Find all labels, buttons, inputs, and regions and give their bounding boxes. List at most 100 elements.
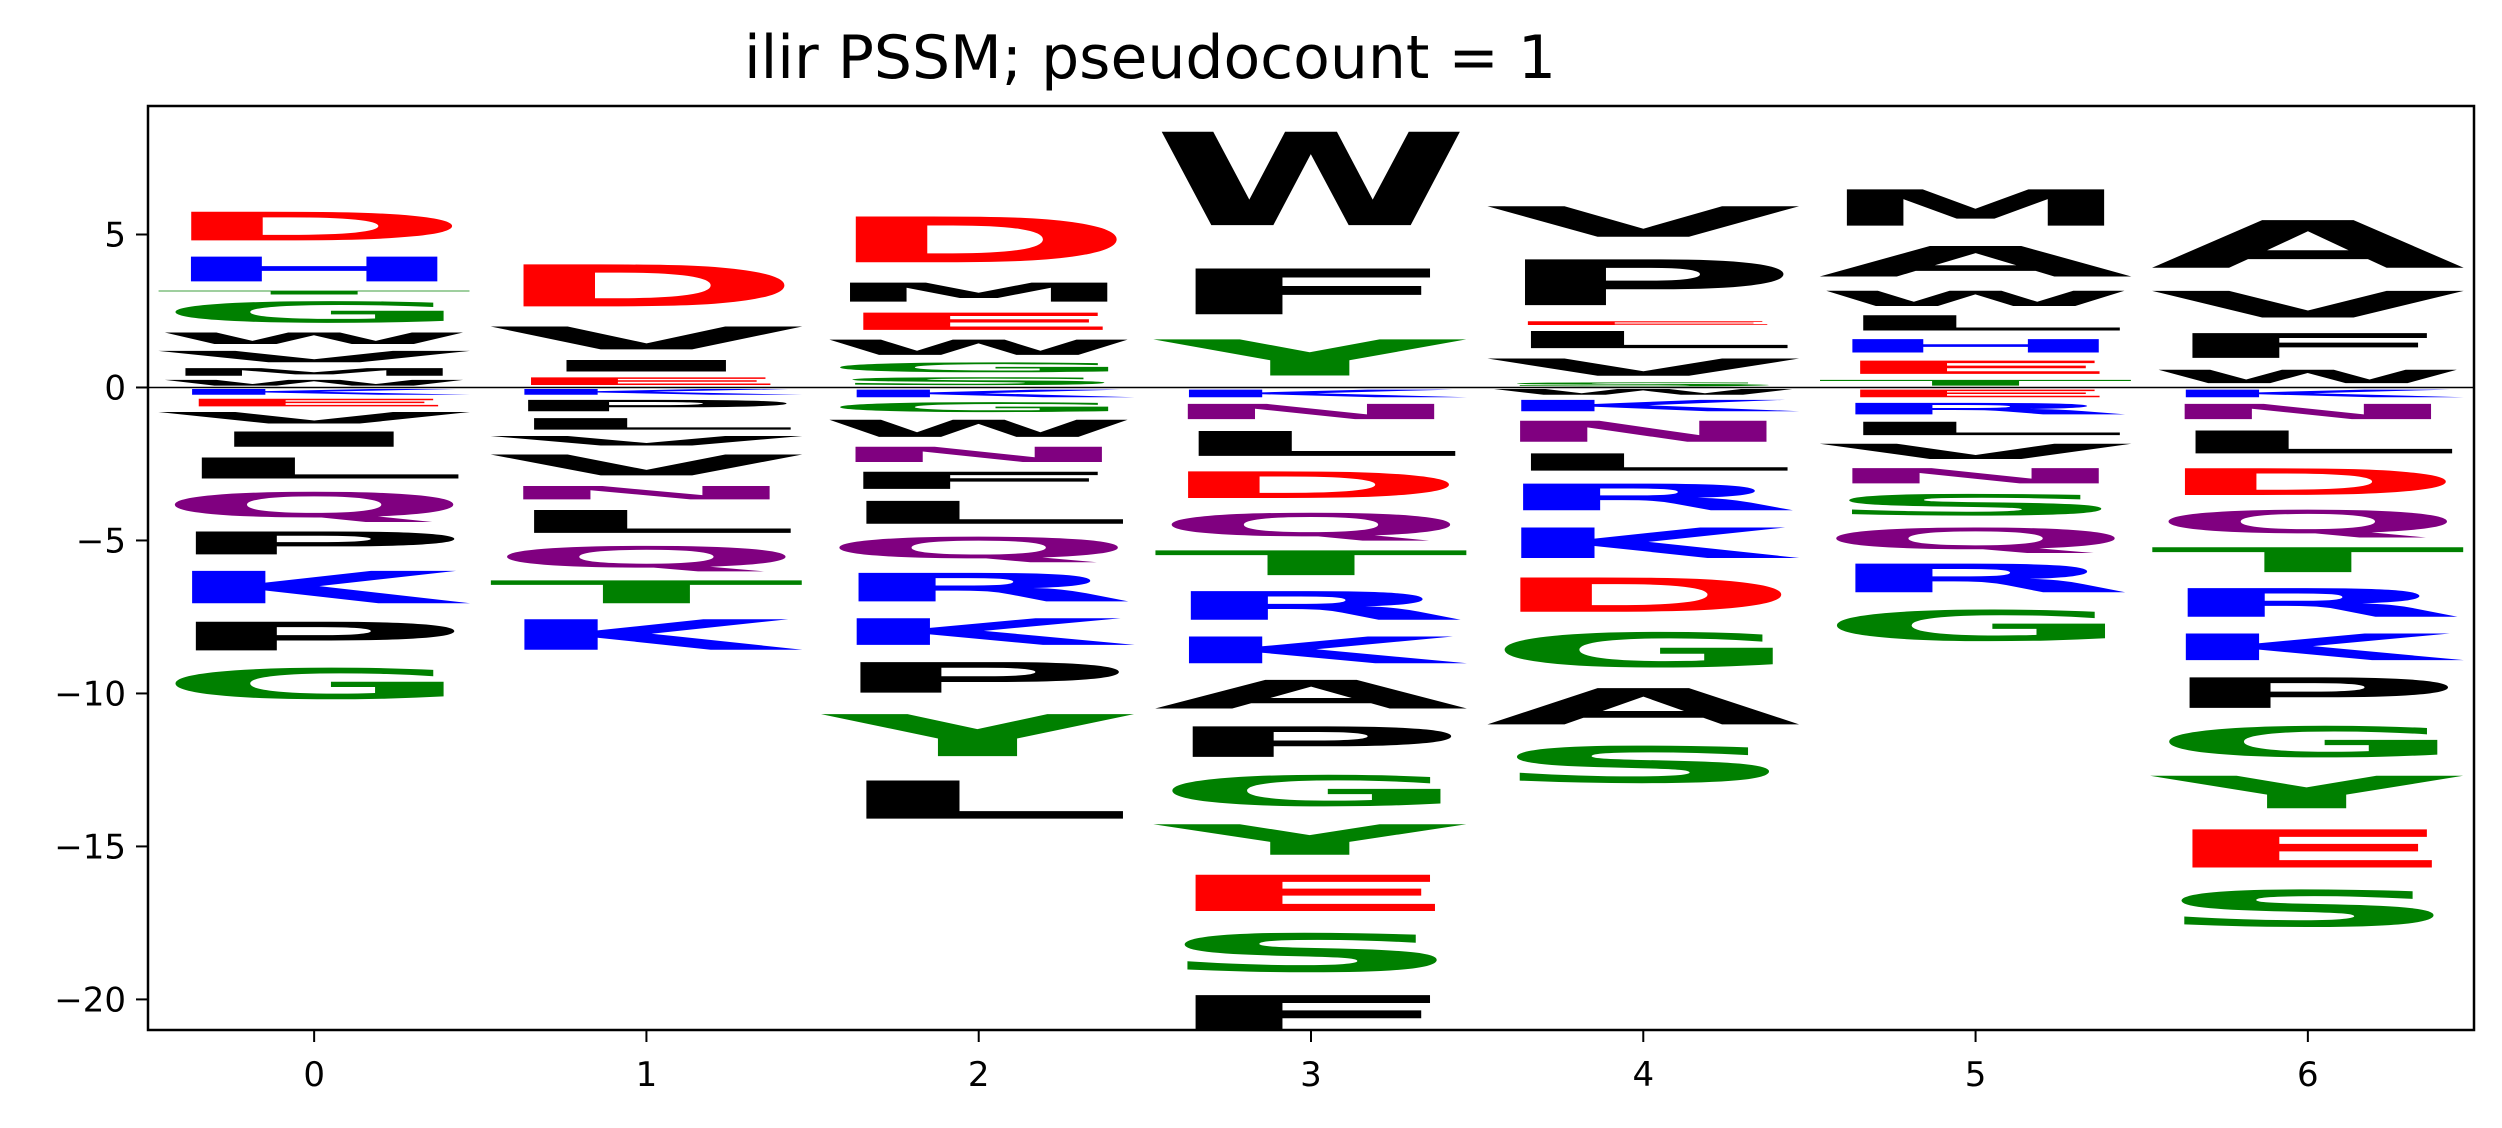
logo-letter-w: W: [821, 336, 1137, 360]
logo-letter-g: G: [156, 296, 472, 329]
logo-letter-p: P: [156, 525, 472, 561]
logo-letter-t: T: [1818, 378, 2136, 387]
logo-letter-l: L: [1153, 424, 1469, 464]
logo-letter-s: S: [1485, 381, 1801, 387]
logo-letter-s: S: [1153, 923, 1469, 984]
logo-letter-l: L: [821, 495, 1137, 532]
logo-letter-g: G: [156, 660, 472, 709]
logo-letter-l: L: [2150, 424, 2466, 461]
logo-letter-i: I: [489, 357, 805, 375]
logo-letter-s: S: [1818, 489, 2134, 522]
logo-letter-a: A: [1485, 678, 1804, 736]
logo-letter-m: M: [1818, 179, 2134, 237]
logo-letter-v: V: [1818, 440, 2137, 464]
logo-letter-k: K: [2150, 388, 2467, 400]
logo-letter-v: V: [1485, 198, 1804, 247]
x-tick-label: 1: [636, 1055, 658, 1095]
y-tick-label: −20: [54, 980, 126, 1020]
logo-letter-k: K: [489, 388, 806, 397]
logo-letter-e: E: [156, 397, 472, 409]
logo-letter-p: P: [1485, 247, 1801, 320]
logo-letter-v: V: [1485, 354, 1804, 381]
logo-letter-k: K: [821, 388, 1138, 400]
logo-letter-d: D: [1485, 568, 1801, 623]
logo-letter-g: G: [1485, 623, 1801, 678]
logo-letter-y: Y: [819, 703, 1135, 770]
logo-letter-t: T: [156, 290, 474, 296]
logo-letter-w: W: [1153, 107, 1469, 256]
y-tick-label: 0: [104, 368, 126, 408]
logo-letter-q: Q: [156, 486, 472, 526]
logo-letter-m: M: [156, 366, 472, 378]
logo-letter-v: V: [156, 409, 475, 427]
logo-letter-r: R: [1818, 400, 2134, 418]
logo-letter-n: N: [2150, 400, 2466, 424]
logo-letter-f: F: [1153, 256, 1469, 329]
logo-letter-l: L: [1485, 449, 1801, 476]
logo-letter-r: R: [1818, 556, 2134, 602]
logo-letter-q: Q: [1153, 507, 1469, 544]
logo-letter-p: P: [156, 614, 472, 660]
logo-letter-a: A: [1153, 672, 1472, 718]
logo-letter-stacks: WMVWGTHDKEVILQPKPGEIVDKPLVVNLQTKSGWEMDKG…: [156, 107, 2469, 1030]
logo-letter-e: E: [1818, 388, 2134, 400]
logo-letter-l: L: [1485, 326, 1801, 353]
logo-letter-k: K: [2150, 626, 2467, 669]
logo-letter-k: K: [156, 562, 473, 614]
logo-letter-k: K: [1485, 397, 1802, 415]
logo-letter-t: T: [2150, 541, 2468, 581]
y-axis: −20 −15 −10 −5 0 5: [54, 216, 148, 1020]
logo-letter-w: W: [156, 378, 472, 387]
logo-letter-v: V: [2150, 284, 2469, 327]
logo-letter-d: D: [821, 204, 1137, 277]
logo-letter-k: K: [489, 611, 806, 660]
y-tick-label: 5: [104, 216, 126, 256]
logo-letter-e: E: [1818, 357, 2134, 378]
logo-letter-e: E: [821, 308, 1137, 335]
logo-letter-e: E: [2150, 819, 2466, 880]
logo-letter-k: K: [821, 611, 1138, 654]
logo-letter-v: V: [156, 348, 475, 366]
x-axis: 0 1 2 3 4 5 6: [303, 1030, 2319, 1095]
logo-letter-v: V: [489, 320, 808, 356]
logo-letter-w: W: [2150, 366, 2466, 387]
logo-letter-s: S: [821, 375, 1137, 387]
logo-letter-r: R: [1153, 583, 1469, 629]
logo-letter-n: N: [1818, 464, 2134, 488]
logo-letter-t: T: [1153, 544, 1471, 584]
logo-letter-y: Y: [1151, 329, 1467, 387]
y-tick-label: −5: [76, 521, 126, 561]
logo-letter-p: P: [2150, 669, 2466, 718]
y-tick-label: −10: [54, 674, 126, 714]
logo-letter-r: R: [2150, 580, 2466, 626]
logo-letter-l: L: [1818, 311, 2134, 335]
logo-letter-k: K: [1485, 519, 1802, 568]
logo-letter-l: L: [821, 770, 1137, 831]
logo-letter-s: S: [2150, 880, 2466, 938]
logo-letter-e: E: [1153, 865, 1469, 923]
logo-letter-r: R: [1485, 476, 1801, 519]
logo-letter-i: I: [156, 427, 472, 451]
logo-letter-v: V: [489, 433, 808, 448]
y-tick-label: −15: [54, 827, 126, 867]
logo-letter-g: G: [2150, 718, 2466, 767]
logo-letter-v: V: [489, 449, 808, 482]
logo-letter-w: W: [156, 329, 472, 347]
logo-letter-w: W: [821, 415, 1137, 442]
logo-letter-l: L: [489, 415, 805, 433]
logo-letter-g: G: [1818, 602, 2134, 651]
logo-letter-d: D: [1153, 464, 1469, 507]
logo-letter-g: G: [821, 360, 1137, 375]
logo-letter-y: Y: [1151, 816, 1467, 865]
logo-letter-k: K: [156, 388, 473, 397]
logo-letter-d: D: [489, 253, 805, 320]
logo-letter-a: A: [1818, 238, 2137, 287]
logo-letter-k: K: [1153, 629, 1470, 672]
logo-letter-q: Q: [1818, 522, 2134, 555]
x-tick-label: 6: [2297, 1055, 2319, 1095]
x-tick-label: 2: [968, 1055, 990, 1095]
logo-letter-f: F: [2150, 326, 2466, 366]
logo-letter-g: G: [821, 400, 1137, 415]
logo-letter-q: Q: [2150, 504, 2466, 541]
